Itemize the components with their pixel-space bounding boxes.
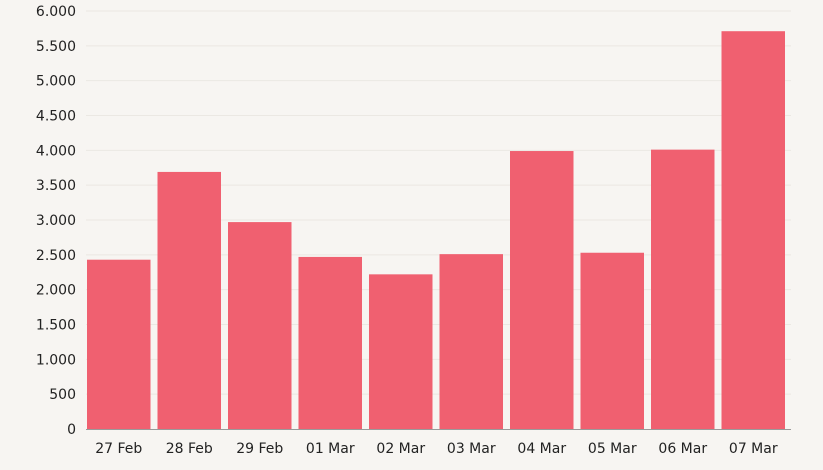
y-tick-label: 5.500 [36,39,76,55]
y-tick-label: 5.000 [36,74,76,90]
bar[interactable] [721,31,786,429]
x-tick-label: 06 Mar [658,441,707,457]
y-tick-label: 3.500 [36,178,76,194]
x-tick-label: 02 Mar [376,441,425,457]
x-tick-label: 29 Feb [236,441,283,457]
bar[interactable] [651,149,715,430]
y-tick-label: 1.500 [36,318,76,334]
y-tick-label: 2.500 [36,248,76,264]
bar[interactable] [228,222,292,429]
y-tick-label: 6.000 [36,4,76,20]
bar[interactable] [510,151,574,429]
bar[interactable] [87,259,151,429]
bar[interactable] [439,254,504,429]
x-tick-label: 05 Mar [588,441,637,457]
axes: 0 500 1.000 1.500 2.000 2.500 3.000 3.500 4.000 4… [36,4,791,457]
bars [87,31,786,430]
y-tick-label: 2.000 [36,283,76,299]
x-tick-label: 27 Feb [95,441,142,457]
y-tick-label: 1.000 [36,352,76,368]
x-tick-label: 28 Feb [166,441,213,457]
y-tick-label: 3.000 [36,213,76,229]
y-tick-label: 0 [67,422,76,438]
x-tick-label: 07 Mar [729,441,778,457]
bar[interactable] [298,256,363,429]
x-tick-label: 04 Mar [517,441,566,457]
y-tick-label: 4.000 [36,143,76,159]
y-tick-label: 4.500 [36,109,76,125]
x-tick-label: 03 Mar [447,441,496,457]
y-tick-label: 500 [49,387,76,403]
x-tick-label: 01 Mar [306,441,355,457]
bar[interactable] [369,274,433,429]
bar[interactable] [580,252,645,429]
bar[interactable] [157,171,222,429]
